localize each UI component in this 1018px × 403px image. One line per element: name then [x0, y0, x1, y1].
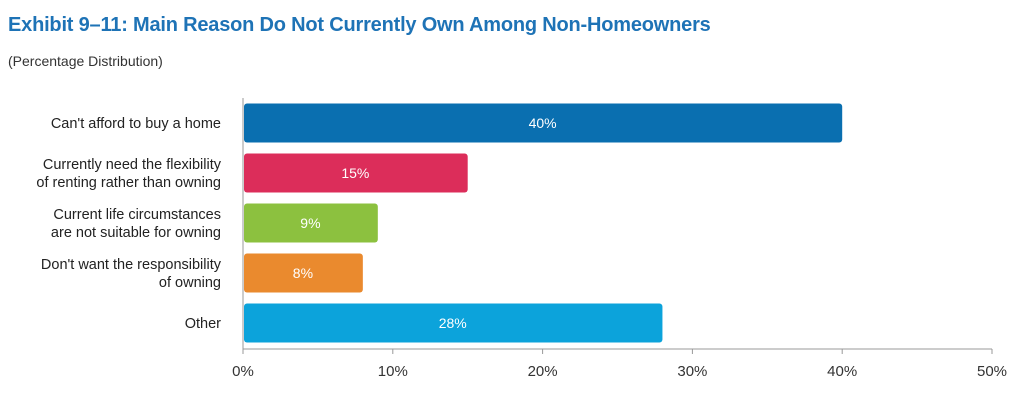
chart-title: Exhibit 9–11: Main Reason Do Not Current… — [8, 14, 711, 36]
bar-value-label: 28% — [439, 315, 467, 331]
category-label: Currently need the flexibility — [43, 157, 222, 173]
bar — [244, 253, 363, 293]
bars: 40% 15% 9% 8% 28% — [244, 103, 843, 343]
bar — [244, 153, 468, 193]
category-label: Other — [185, 316, 221, 332]
category-label: of owning — [159, 275, 221, 291]
x-tick-label: 20% — [528, 363, 558, 380]
bar-value-label: 15% — [341, 165, 369, 181]
x-tick-label: 30% — [677, 363, 707, 380]
bar-value-label: 40% — [529, 115, 557, 131]
x-axis: 0% 10% 20% 30% 40% 50% — [232, 98, 1007, 380]
x-tick-label: 50% — [977, 363, 1007, 380]
category-label: are not suitable for owning — [51, 225, 221, 241]
bar — [244, 203, 378, 243]
bar — [244, 103, 843, 143]
x-tick-label: 0% — [232, 363, 254, 380]
category-label: of renting rather than owning — [36, 175, 221, 191]
x-tick-label: 40% — [827, 363, 857, 380]
bar — [244, 303, 663, 343]
category-label: Don't want the responsibility — [41, 257, 222, 273]
bar-value-label: 8% — [293, 265, 313, 281]
chart-subtitle: (Percentage Distribution) — [8, 53, 163, 69]
x-tick-label: 10% — [378, 363, 408, 380]
category-label: Current life circumstances — [53, 207, 221, 223]
category-label: Can't afford to buy a home — [51, 116, 221, 132]
category-labels: Can't afford to buy a home Currently need… — [36, 116, 221, 332]
bar-value-label: 9% — [300, 215, 320, 231]
